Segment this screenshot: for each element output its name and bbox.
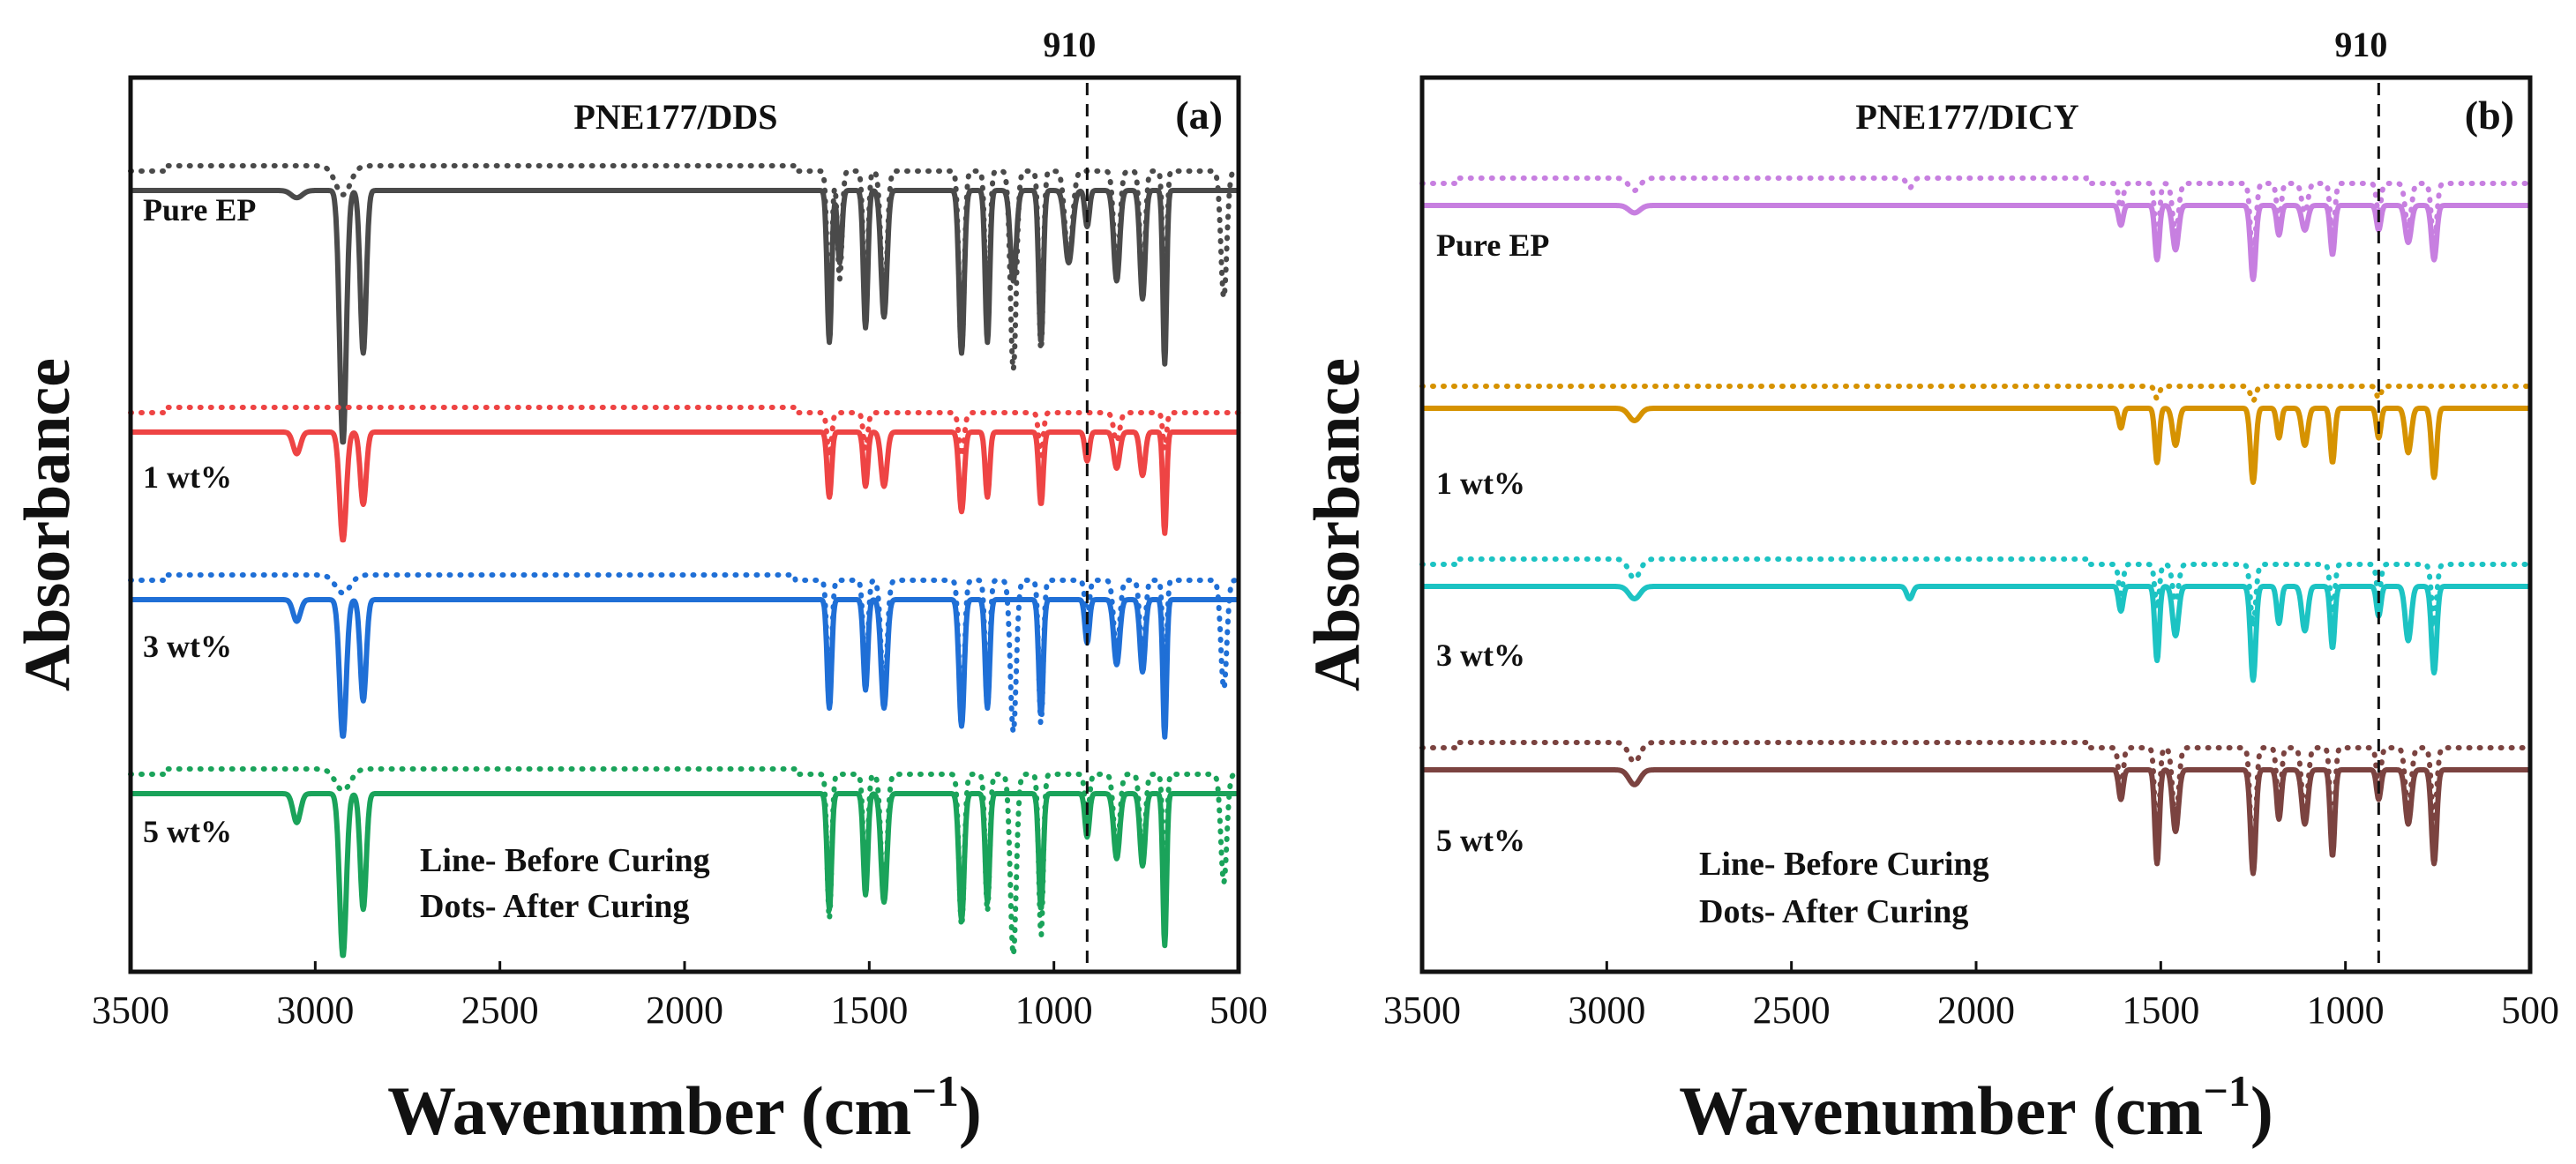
- series-line-3: [1419, 584, 2533, 683]
- chart-panel-a: Pure EP 1 wt% 3 wt% 5 wt% 910 PNE177/DDS (a) 35…: [11, 25, 1268, 1149]
- x-tick-label: 2500: [461, 989, 539, 1032]
- x-tick-label: 3000: [276, 989, 354, 1032]
- x-tick-label: 2000: [1937, 989, 2015, 1032]
- x-tick-label: 500: [1209, 989, 1268, 1032]
- x-tick-label: 2500: [1753, 989, 1831, 1032]
- chart-panel-b: Pure EP 1 wt% 3 wt% 5 wt% 910 PNE177/DICY (b) 3…: [1301, 25, 2559, 1149]
- series-dots-1: [1419, 175, 2533, 264]
- series-line-4: [1419, 767, 2533, 877]
- series-label: 1 wt%: [143, 459, 232, 495]
- series-line-1: [1419, 203, 2533, 282]
- series-line-2: [128, 429, 1241, 543]
- series-dots-2: [1419, 384, 2533, 405]
- x-tick-label: 3000: [1568, 989, 1645, 1032]
- legend-after-curing: Dots- After Curing: [1699, 893, 1968, 930]
- x-axis-label: Wavenumber (cm−1): [1679, 1066, 2273, 1149]
- series-label: 3 wt%: [143, 629, 232, 664]
- series-line-2: [1419, 406, 2533, 485]
- series-label: 3 wt%: [1436, 638, 1525, 673]
- y-axis-label: Absorbance: [11, 358, 84, 691]
- legend-before-curing: Line- Before Curing: [1699, 846, 1989, 883]
- series-dots-4: [1419, 740, 2533, 872]
- legend-after-curing: Dots- After Curing: [420, 888, 689, 925]
- chart-title: PNE177/DICY: [1855, 97, 2078, 137]
- x-tick-label: 1000: [2307, 989, 2385, 1032]
- x-tick-label: 3500: [1383, 989, 1461, 1032]
- series-label: 1 wt%: [1436, 466, 1525, 501]
- x-tick-label: 3500: [92, 989, 169, 1032]
- series-dots-2: [128, 405, 1241, 466]
- series-line-1: [128, 188, 1241, 445]
- series-dots-3: [128, 572, 1241, 733]
- x-axis-label: Wavenumber (cm−1): [387, 1066, 982, 1149]
- series-label: 5 wt%: [143, 814, 232, 849]
- legend-before-curing: Line- Before Curing: [420, 842, 710, 879]
- x-tick-label: 500: [2501, 989, 2559, 1032]
- x-tick-label: 1500: [2122, 989, 2199, 1032]
- series-label: 5 wt%: [1436, 823, 1525, 858]
- series-dots-4: [128, 766, 1241, 956]
- x-tick-label: 1500: [830, 989, 908, 1032]
- series-label: Pure EP: [1436, 228, 1549, 263]
- chart-title: PNE177/DDS: [573, 97, 777, 137]
- reference-line-label: 910: [2334, 25, 2387, 64]
- series-line-3: [128, 597, 1241, 740]
- series-line-4: [128, 791, 1241, 959]
- plot-frame: [1419, 75, 2533, 974]
- series-dots-3: [1419, 556, 2533, 636]
- y-axis-label: Absorbance: [1301, 358, 1374, 691]
- x-tick-label: 1000: [1015, 989, 1093, 1032]
- x-tick-label: 2000: [646, 989, 723, 1032]
- reference-line-label: 910: [1043, 25, 1096, 64]
- series-label: Pure EP: [143, 192, 256, 228]
- panel-label: (a): [1175, 93, 1223, 138]
- panel-label: (b): [2465, 93, 2514, 138]
- series-dots-1: [128, 163, 1241, 370]
